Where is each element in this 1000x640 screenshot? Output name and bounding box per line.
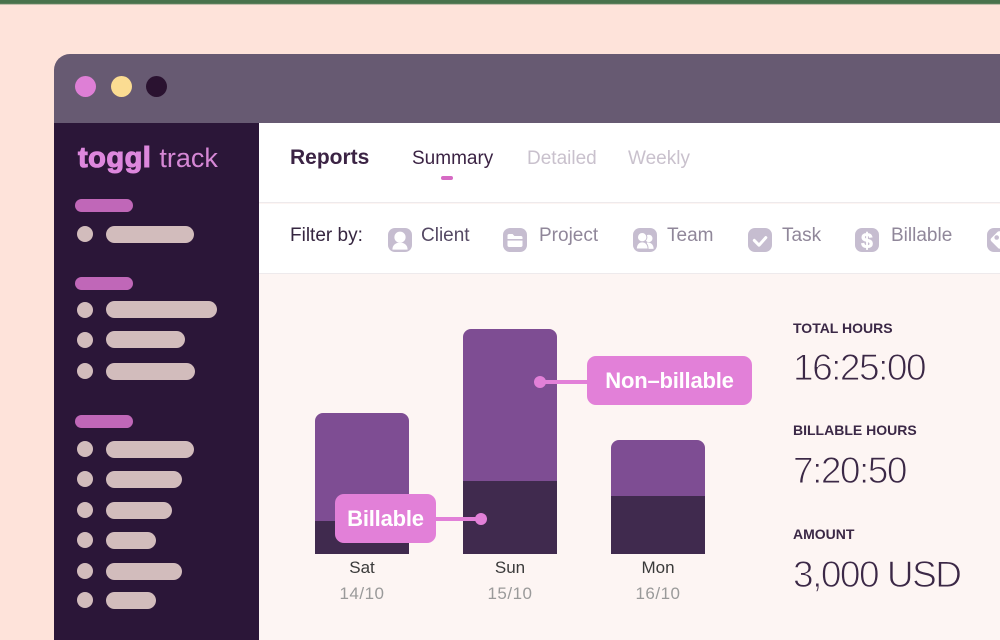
svg-text:$: $ [861,230,873,252]
